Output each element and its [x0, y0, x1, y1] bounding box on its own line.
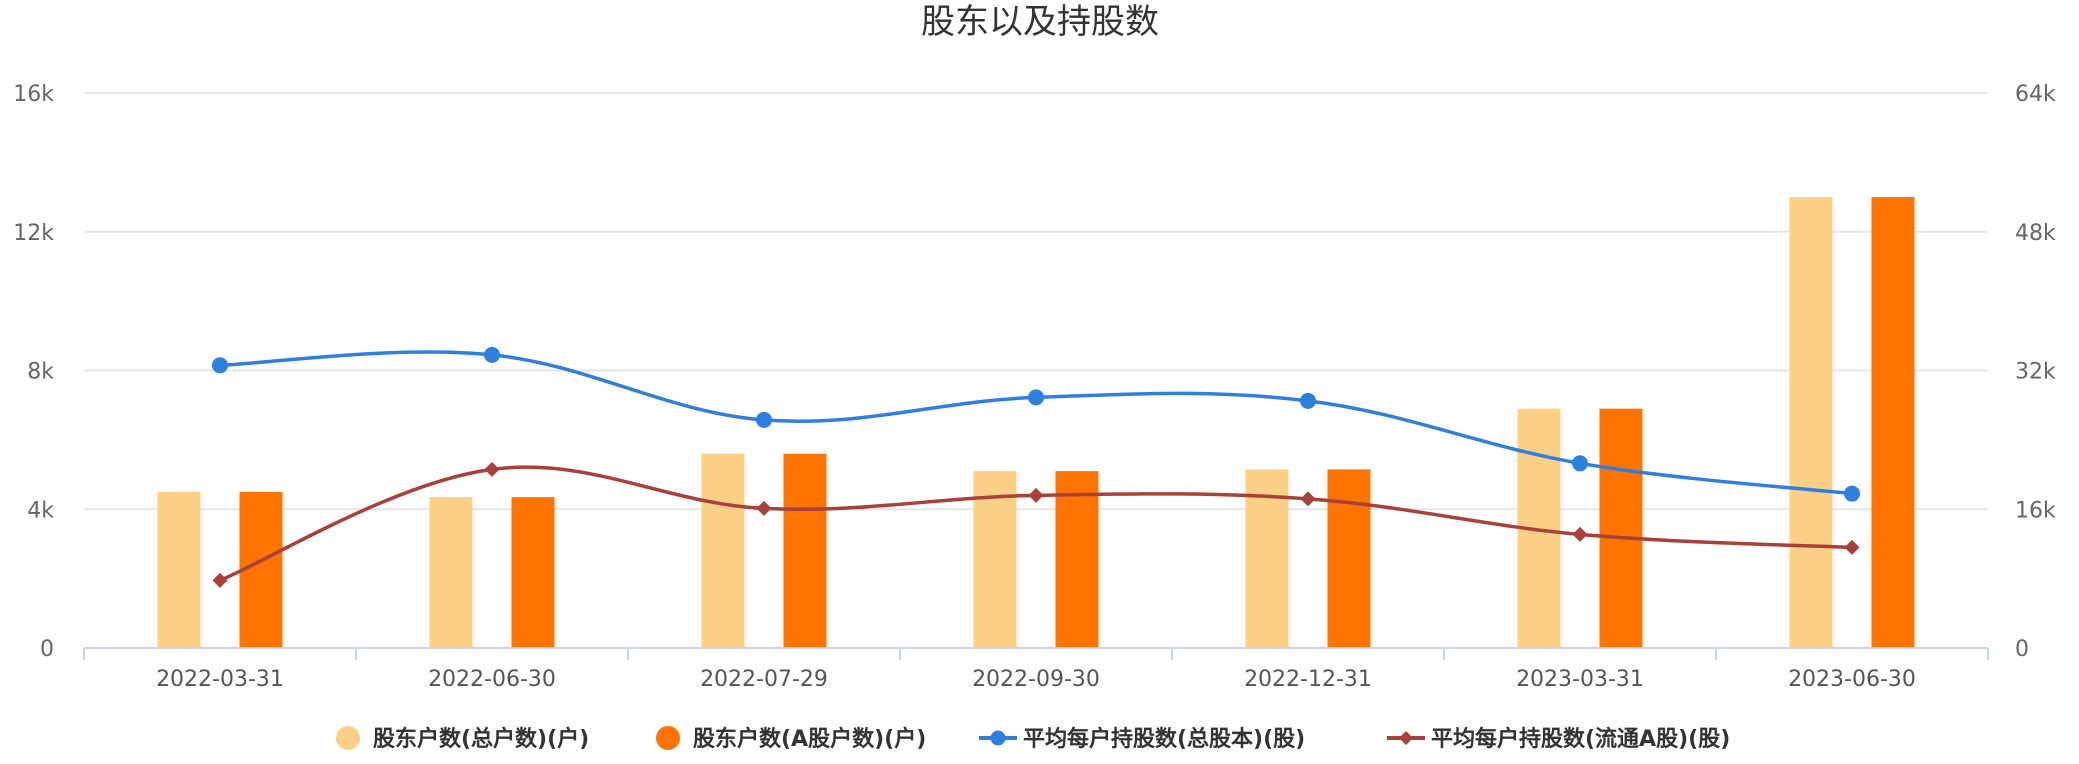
- grid-lines: [84, 92, 1988, 511]
- y-left-tick-label: 16k: [13, 82, 54, 107]
- x-tick-label: 2022-03-31: [156, 667, 284, 692]
- bar: [1055, 471, 1099, 648]
- legend-item[interactable]: 平均每户持股数(流通A股)(股): [1387, 726, 1730, 752]
- line-point: [1028, 487, 1044, 503]
- line-point: [1028, 389, 1044, 406]
- bar: [1599, 408, 1643, 648]
- chart-title: 股东以及持股数: [921, 2, 1159, 42]
- y-right-tick-label: 32k: [2015, 360, 2056, 385]
- x-tick-label: 2023-03-31: [1516, 667, 1644, 692]
- line-point: [1300, 491, 1316, 507]
- legend-label: 平均每户持股数(总股本)(股): [1023, 726, 1305, 752]
- bar: [511, 497, 555, 648]
- line-point: [1844, 539, 1860, 555]
- x-tick-label: 2022-12-31: [1244, 667, 1372, 692]
- x-tick-label: 2022-09-30: [972, 667, 1100, 692]
- legend-marker: [336, 726, 360, 750]
- legend-item[interactable]: 股东户数(A股户数)(户): [656, 726, 926, 752]
- bar: [973, 471, 1017, 648]
- bar: [239, 491, 283, 648]
- legend-label: 平均每户持股数(流通A股)(股): [1431, 726, 1730, 752]
- x-axis: 2022-03-31 2022-06-30 2022-07-29 2022-09-30…: [83, 647, 1989, 692]
- x-tick-label: 2022-07-29: [700, 667, 828, 692]
- legend-item[interactable]: 股东户数(总户数)(户): [336, 726, 589, 752]
- x-tick-label: 2022-06-30: [428, 667, 556, 692]
- y-right-tick-label: 48k: [2015, 221, 2056, 246]
- bar: [1327, 469, 1371, 648]
- bar: [429, 497, 473, 648]
- bar: [1871, 197, 1915, 648]
- y-left-tick-label: 4k: [27, 498, 54, 523]
- line-point: [756, 411, 772, 428]
- legend-item[interactable]: 平均每户持股数(总股本)(股): [979, 726, 1305, 752]
- line-point: [1572, 526, 1588, 542]
- line-point: [1572, 455, 1588, 472]
- legend-label: 股东户数(总户数)(户): [373, 726, 589, 752]
- line-point: [1844, 485, 1860, 502]
- y-axis-right: 0 16k 32k 48k 64k: [2015, 82, 2056, 662]
- lines: [212, 346, 1860, 588]
- y-left-tick-label: 8k: [27, 360, 54, 385]
- bar: [701, 453, 745, 648]
- y-right-tick-label: 16k: [2015, 498, 2056, 523]
- line-point: [484, 461, 500, 477]
- legend[interactable]: 股东户数(总户数)(户) 股东户数(A股户数)(户) 平均每户持股数(总股本)(股)…: [336, 726, 1730, 752]
- y-right-tick-label: 0: [2015, 637, 2029, 662]
- legend-marker: [656, 726, 680, 750]
- bar: [157, 491, 201, 648]
- bar: [1789, 197, 1833, 648]
- y-left-tick-label: 0: [40, 637, 54, 662]
- bar: [783, 453, 827, 648]
- y-axis-left: 0 4k 8k 12k 16k: [13, 82, 54, 662]
- legend-label: 股东户数(A股户数)(户): [693, 726, 926, 752]
- y-right-tick-label: 64k: [2015, 82, 2056, 107]
- y-left-tick-label: 12k: [13, 221, 54, 246]
- legend-marker: [1399, 731, 1413, 745]
- line-point: [212, 572, 228, 588]
- line-point: [212, 357, 228, 374]
- legend-marker: [990, 730, 1006, 746]
- line-point: [1300, 392, 1316, 409]
- bar: [1245, 469, 1289, 648]
- x-tick-label: 2023-06-30: [1788, 667, 1916, 692]
- line-point: [756, 500, 772, 516]
- bars: [157, 197, 1915, 648]
- line-point: [484, 346, 500, 363]
